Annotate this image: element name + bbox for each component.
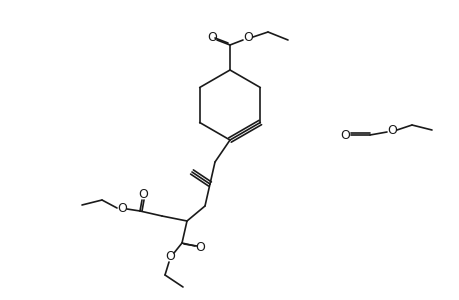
Text: O: O: [242, 31, 252, 44]
Text: O: O: [339, 128, 349, 142]
Text: O: O: [138, 188, 148, 202]
Text: O: O: [165, 250, 174, 263]
Text: O: O: [386, 124, 396, 136]
Text: O: O: [195, 242, 205, 254]
Text: O: O: [207, 31, 217, 44]
Text: O: O: [117, 202, 127, 214]
